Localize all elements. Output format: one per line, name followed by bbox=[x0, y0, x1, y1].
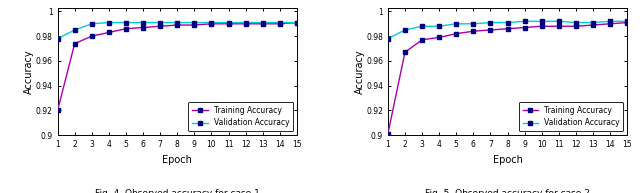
Validation Accuracy bbox=[122, 21, 130, 24]
Validation Accuracy bbox=[293, 21, 301, 24]
Validation Accuracy bbox=[486, 21, 494, 24]
Training Accuracy bbox=[401, 51, 409, 53]
Validation Accuracy bbox=[589, 21, 597, 24]
Training Accuracy bbox=[293, 21, 301, 24]
X-axis label: Epoch: Epoch bbox=[493, 155, 522, 164]
Training Accuracy bbox=[435, 36, 443, 39]
Validation Accuracy bbox=[54, 37, 61, 40]
Validation Accuracy bbox=[173, 21, 181, 24]
Validation Accuracy bbox=[88, 23, 95, 25]
Y-axis label: Accuracy: Accuracy bbox=[355, 49, 365, 94]
Training Accuracy bbox=[105, 31, 113, 34]
Training Accuracy bbox=[486, 29, 494, 31]
Validation Accuracy bbox=[401, 29, 409, 31]
Validation Accuracy bbox=[538, 20, 545, 22]
Training Accuracy bbox=[384, 133, 392, 135]
Legend: Training Accuracy, Validation Accuracy: Training Accuracy, Validation Accuracy bbox=[519, 102, 623, 131]
Validation Accuracy bbox=[140, 21, 147, 24]
Validation Accuracy bbox=[418, 25, 426, 27]
Validation Accuracy bbox=[470, 23, 477, 25]
Validation Accuracy bbox=[276, 21, 284, 24]
Training Accuracy bbox=[555, 25, 563, 27]
Training Accuracy bbox=[452, 33, 460, 35]
Validation Accuracy bbox=[259, 21, 267, 24]
Validation Accuracy bbox=[105, 21, 113, 24]
Validation Accuracy bbox=[623, 20, 631, 22]
Training Accuracy bbox=[207, 23, 215, 25]
Training Accuracy bbox=[589, 24, 597, 26]
Training Accuracy bbox=[88, 35, 95, 37]
Validation Accuracy bbox=[71, 29, 79, 31]
Validation Accuracy bbox=[435, 25, 443, 27]
X-axis label: Epoch: Epoch bbox=[163, 155, 192, 164]
Validation Accuracy bbox=[504, 21, 511, 24]
Text: Fig. 4. Observed accuracy for case 1: Fig. 4. Observed accuracy for case 1 bbox=[95, 189, 260, 193]
Training Accuracy bbox=[225, 23, 232, 25]
Training Accuracy bbox=[504, 28, 511, 30]
Y-axis label: Accuracy: Accuracy bbox=[24, 49, 35, 94]
Training Accuracy bbox=[122, 28, 130, 30]
Training Accuracy bbox=[54, 109, 61, 112]
Training Accuracy bbox=[140, 26, 147, 29]
Validation Accuracy bbox=[207, 21, 215, 24]
Validation Accuracy bbox=[156, 21, 164, 24]
Validation Accuracy bbox=[191, 21, 198, 24]
Validation Accuracy bbox=[242, 21, 250, 24]
Validation Accuracy bbox=[225, 21, 232, 24]
Training Accuracy bbox=[623, 21, 631, 24]
Training Accuracy bbox=[276, 23, 284, 25]
Training Accuracy bbox=[259, 23, 267, 25]
Training Accuracy bbox=[538, 25, 545, 27]
Training Accuracy bbox=[191, 24, 198, 26]
Training Accuracy bbox=[418, 39, 426, 41]
Validation Accuracy bbox=[572, 21, 580, 24]
Line: Training Accuracy: Training Accuracy bbox=[55, 20, 300, 113]
Training Accuracy bbox=[470, 30, 477, 32]
Validation Accuracy bbox=[555, 20, 563, 22]
Validation Accuracy bbox=[384, 37, 392, 40]
Training Accuracy bbox=[606, 23, 614, 25]
Training Accuracy bbox=[173, 24, 181, 26]
Legend: Training Accuracy, Validation Accuracy: Training Accuracy, Validation Accuracy bbox=[188, 102, 293, 131]
Text: Fig. 5. Observed accuracy for case 2: Fig. 5. Observed accuracy for case 2 bbox=[425, 189, 590, 193]
Line: Training Accuracy: Training Accuracy bbox=[385, 20, 630, 136]
Validation Accuracy bbox=[452, 23, 460, 25]
Training Accuracy bbox=[572, 25, 580, 27]
Line: Validation Accuracy: Validation Accuracy bbox=[55, 20, 300, 41]
Training Accuracy bbox=[156, 25, 164, 27]
Training Accuracy bbox=[521, 26, 529, 29]
Validation Accuracy bbox=[521, 20, 529, 22]
Line: Validation Accuracy: Validation Accuracy bbox=[385, 19, 630, 41]
Validation Accuracy bbox=[606, 20, 614, 22]
Training Accuracy bbox=[71, 42, 79, 45]
Training Accuracy bbox=[242, 23, 250, 25]
